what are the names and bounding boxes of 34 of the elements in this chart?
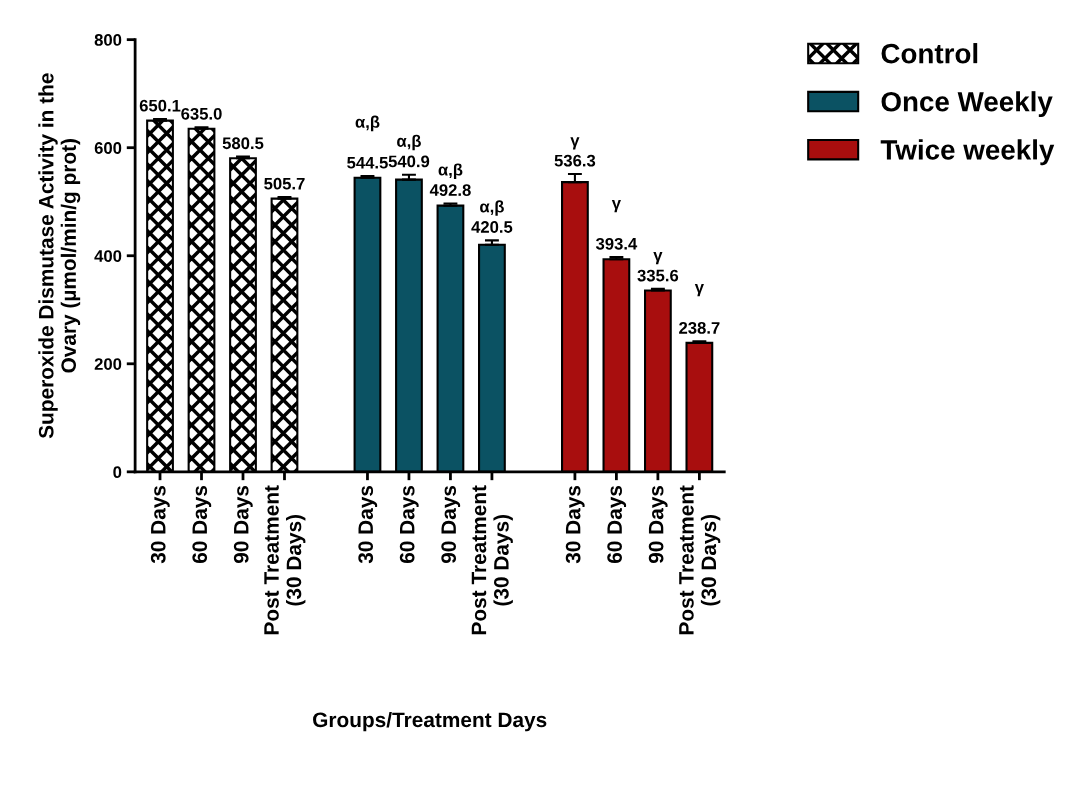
x-tick-label: 60 Days xyxy=(192,485,212,564)
text: α,β 544.5 xyxy=(347,115,388,169)
data-label: γ 335.6 xyxy=(637,252,679,282)
x-tick-label: Post Treatment (30 Days) xyxy=(264,485,306,635)
legend-label: Twice weekly xyxy=(880,139,1055,166)
x-tick-label: 60 Days xyxy=(399,485,419,564)
data-label: 635.0 xyxy=(181,107,222,120)
x-tick-label: 30 Days xyxy=(565,485,585,564)
data-label: 505.7 xyxy=(264,177,305,190)
data-label: γ 536.3 xyxy=(554,137,596,167)
legend-label: Once Weekly xyxy=(881,91,1053,118)
x-tick-label: 60 Days xyxy=(607,485,627,564)
x-tick-label: Post Treatment (30 Days) xyxy=(471,485,513,635)
x-tick-label: 30 Days xyxy=(358,485,378,564)
legend-label: Control xyxy=(881,43,978,64)
data-label: α,β 492.8 xyxy=(429,163,471,196)
y-tick-label: 800 xyxy=(94,34,122,46)
data-label: 650.1 xyxy=(139,99,181,112)
x-tick-label: Post Treatment (30 Days) xyxy=(679,485,721,635)
x-tick-label: 90 Days xyxy=(441,485,461,564)
text: γ 238.7 xyxy=(679,284,720,334)
x-tick-label: 90 Days xyxy=(233,485,253,564)
data-label: α,β 540.9 xyxy=(388,134,430,168)
data-label: α,β 420.5 xyxy=(471,200,513,233)
text: γ 393.4 xyxy=(595,199,638,250)
x-tick-label: 90 Days xyxy=(648,485,668,564)
y-tick-label: 0 xyxy=(113,466,122,479)
y-tick-label: 400 xyxy=(94,250,122,262)
y-tick-label: 600 xyxy=(94,142,122,154)
x-axis-title: Groups/Treatment Days xyxy=(313,711,547,732)
y-tick-label: 200 xyxy=(94,358,122,370)
x-tick-label: 30 Days xyxy=(150,485,170,564)
y-axis-title: Superoxide Dismutase Activity in the Ovary (µmol/min/g prot) xyxy=(38,73,81,439)
data-label: 580.5 xyxy=(222,137,264,150)
